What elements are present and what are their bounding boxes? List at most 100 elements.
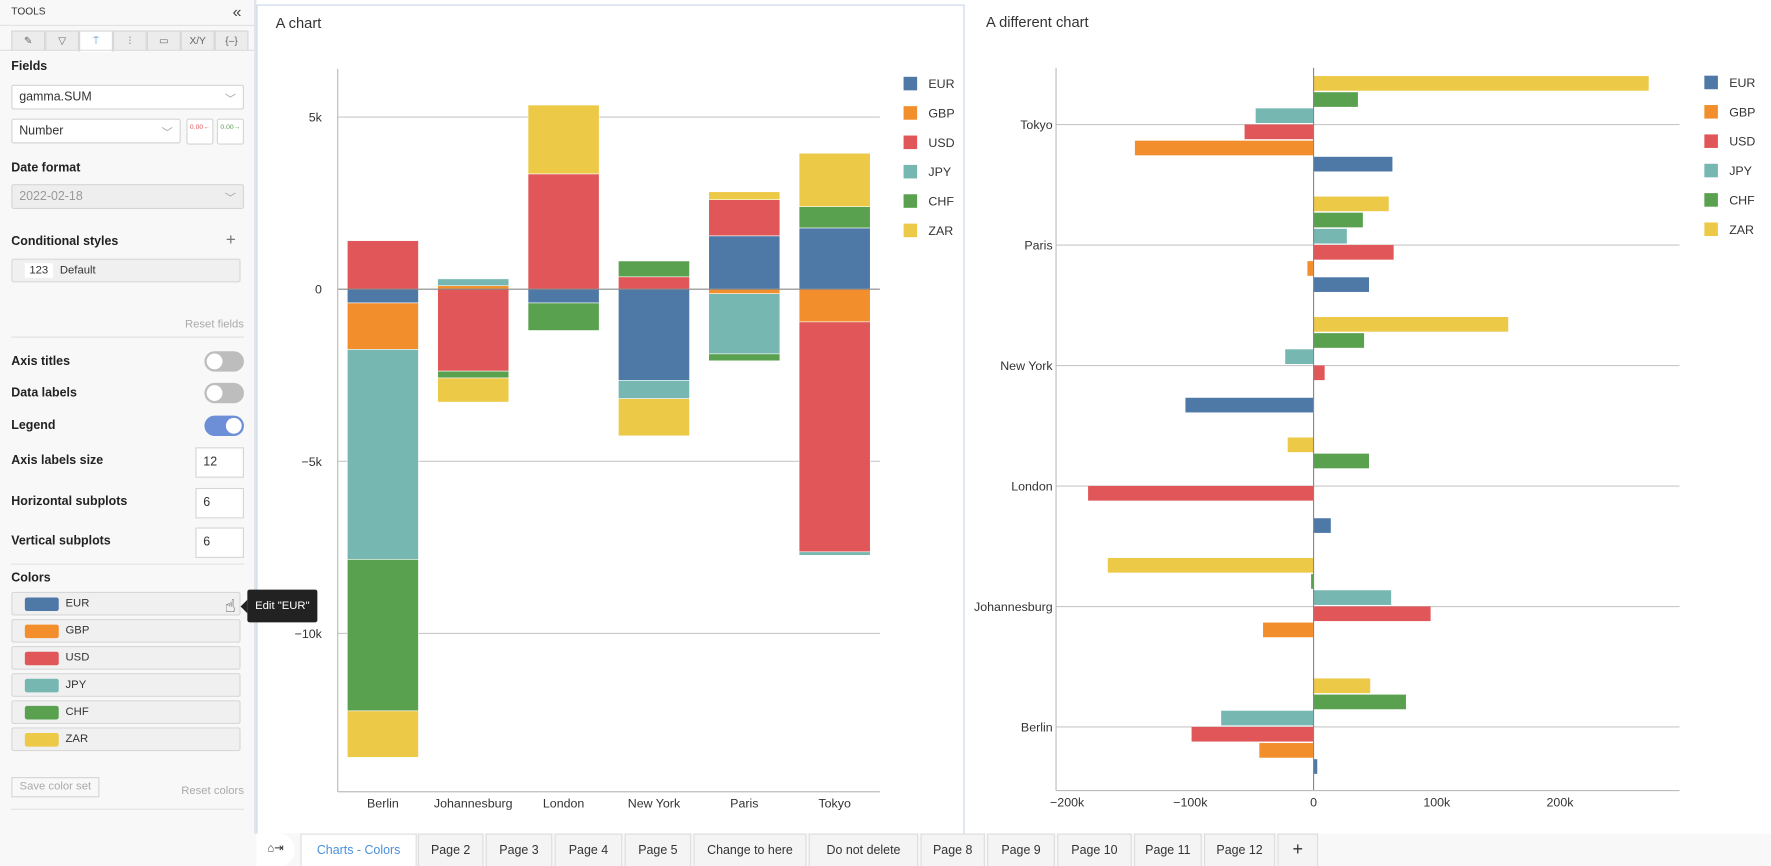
bar-jpy-new-york[interactable]: [618, 380, 690, 399]
legend-swatch[interactable]: [1704, 163, 1718, 178]
bar-chf-johannesburg[interactable]: [437, 370, 510, 379]
color-swatch[interactable]: [24, 651, 59, 666]
bar-chf-new-york[interactable]: [618, 260, 690, 278]
chart-panel-1[interactable]: A chart 5k 0 −5k −10k Berlin Johannesburg Lond…: [256, 4, 965, 835]
legend-label[interactable]: USD: [1729, 135, 1755, 149]
tool-tab-sliders[interactable]: ⫶: [112, 30, 147, 51]
bar-eur-berlin[interactable]: [347, 288, 419, 304]
bar-zar-paris[interactable]: [1313, 196, 1389, 212]
legend-toggle[interactable]: [204, 415, 244, 436]
chart-panel-2[interactable]: A different chart Tokyo Paris New York Lond…: [965, 4, 1771, 833]
bar-chf-berlin[interactable]: [347, 559, 419, 712]
page-tab[interactable]: Page 5: [624, 833, 692, 866]
bar-eur-tokyo[interactable]: [1313, 156, 1393, 172]
bar-chf-tokyo[interactable]: [798, 206, 871, 229]
bar-gbp-berlin[interactable]: [1259, 743, 1314, 758]
color-swatch[interactable]: [24, 678, 59, 693]
legend-label[interactable]: ZAR: [1729, 223, 1754, 237]
bar-chf-berlin[interactable]: [1313, 694, 1406, 710]
bar-usd-london[interactable]: [527, 173, 600, 290]
color-row-chf[interactable]: CHF: [11, 700, 241, 724]
page-tab[interactable]: Page 9: [987, 833, 1055, 866]
bar-chf-london[interactable]: [1313, 453, 1370, 469]
bar-chf-new-york[interactable]: [1313, 333, 1365, 348]
bar-usd-tokyo[interactable]: [798, 321, 871, 553]
legend-label[interactable]: USD: [928, 136, 954, 150]
bar-gbp-johannesburg[interactable]: [1263, 622, 1314, 638]
legend-swatch[interactable]: [1704, 105, 1718, 119]
bar-eur-london[interactable]: [527, 288, 600, 304]
color-row-jpy[interactable]: JPY: [11, 673, 241, 697]
page-tab[interactable]: Page 3: [485, 833, 553, 866]
legend-label[interactable]: CHF: [1729, 193, 1755, 207]
bar-usd-paris[interactable]: [1313, 244, 1394, 260]
field-select[interactable]: gamma.SUM ﹀: [11, 84, 244, 110]
page-tab[interactable]: Page 8: [920, 833, 985, 866]
bar-gbp-paris[interactable]: [708, 288, 781, 294]
tool-tab-braces[interactable]: {–}: [214, 30, 249, 51]
legend-label[interactable]: CHF: [928, 195, 954, 209]
decrease-decimals-button[interactable]: 0.00←: [186, 118, 214, 145]
color-row-usd[interactable]: USD: [11, 646, 241, 670]
bar-eur-paris[interactable]: [708, 235, 781, 290]
bar-gbp-paris[interactable]: [1307, 261, 1314, 276]
bar-chf-paris[interactable]: [1313, 212, 1363, 228]
bar-zar-berlin[interactable]: [347, 710, 419, 758]
bar-zar-new-york[interactable]: [1313, 317, 1509, 332]
page-tab[interactable]: Change to here: [693, 833, 807, 866]
legend-swatch[interactable]: [1704, 75, 1718, 90]
tool-tab-xy[interactable]: X/Y: [180, 30, 215, 51]
format-select[interactable]: Number ﹀: [11, 118, 181, 144]
page-tab[interactable]: Page 11: [1133, 833, 1202, 866]
bar-jpy-johannesburg[interactable]: [1313, 590, 1392, 605]
bar-gbp-tokyo[interactable]: [798, 288, 871, 323]
save-color-set-button[interactable]: Save color set: [11, 777, 100, 798]
data-labels-toggle[interactable]: [204, 382, 244, 404]
legend-swatch[interactable]: [1704, 222, 1718, 237]
page-tab[interactable]: Do not delete: [808, 833, 919, 866]
date-format-select[interactable]: 2022-02-18 ﹀: [11, 184, 244, 209]
color-swatch[interactable]: [24, 597, 59, 612]
reset-fields-link[interactable]: Reset fields: [184, 318, 244, 331]
color-row-zar[interactable]: ZAR: [11, 727, 241, 752]
add-conditional-style-button[interactable]: +: [225, 230, 236, 250]
legend-swatch[interactable]: [903, 135, 918, 150]
legend-swatch[interactable]: [903, 76, 918, 91]
page-tab[interactable]: Page 10: [1057, 833, 1132, 866]
bar-usd-berlin[interactable]: [347, 240, 419, 290]
bar-zar-london[interactable]: [1287, 437, 1314, 453]
horizontal-subplots-input[interactable]: 6: [195, 487, 244, 519]
bar-chf-tokyo[interactable]: [1313, 92, 1358, 107]
color-swatch[interactable]: [24, 624, 59, 639]
bar-usd-new-york[interactable]: [618, 276, 690, 290]
page-tab[interactable]: Page 12: [1204, 833, 1276, 866]
conditional-style-default[interactable]: 123 Default: [11, 258, 241, 283]
bar-jpy-paris[interactable]: [1313, 228, 1347, 244]
legend-label[interactable]: EUR: [928, 77, 954, 91]
legend-label[interactable]: EUR: [1729, 76, 1755, 90]
bar-chf-johannesburg[interactable]: [1311, 574, 1314, 589]
bar-usd-johannesburg[interactable]: [437, 288, 510, 372]
legend-label[interactable]: GBP: [928, 106, 954, 120]
bar-chf-london[interactable]: [527, 302, 600, 331]
bar-eur-paris[interactable]: [1313, 277, 1370, 292]
bar-jpy-johannesburg[interactable]: [437, 278, 510, 287]
legend-swatch[interactable]: [1704, 193, 1718, 207]
bar-chf-paris[interactable]: [708, 353, 781, 362]
bar-usd-new-york[interactable]: [1313, 365, 1325, 381]
bar-jpy-new-york[interactable]: [1285, 349, 1314, 364]
bar-jpy-berlin[interactable]: [347, 349, 419, 560]
page-tab[interactable]: Page 4: [554, 833, 623, 866]
double-chevron-left-icon[interactable]: «: [232, 2, 242, 21]
bar-gbp-berlin[interactable]: [347, 302, 419, 350]
bar-zar-tokyo[interactable]: [798, 152, 871, 207]
bar-gbp-tokyo[interactable]: [1134, 140, 1314, 156]
bar-jpy-berlin[interactable]: [1221, 710, 1314, 726]
bar-zar-paris[interactable]: [708, 191, 781, 200]
home-collapse-icon[interactable]: ⌂⇥: [256, 833, 295, 866]
bar-zar-london[interactable]: [527, 104, 600, 175]
color-row-eur[interactable]: EUR: [11, 591, 241, 616]
legend-label[interactable]: JPY: [928, 165, 951, 179]
page-tab[interactable]: Charts - Colors: [300, 833, 417, 866]
legend-swatch[interactable]: [903, 106, 918, 120]
